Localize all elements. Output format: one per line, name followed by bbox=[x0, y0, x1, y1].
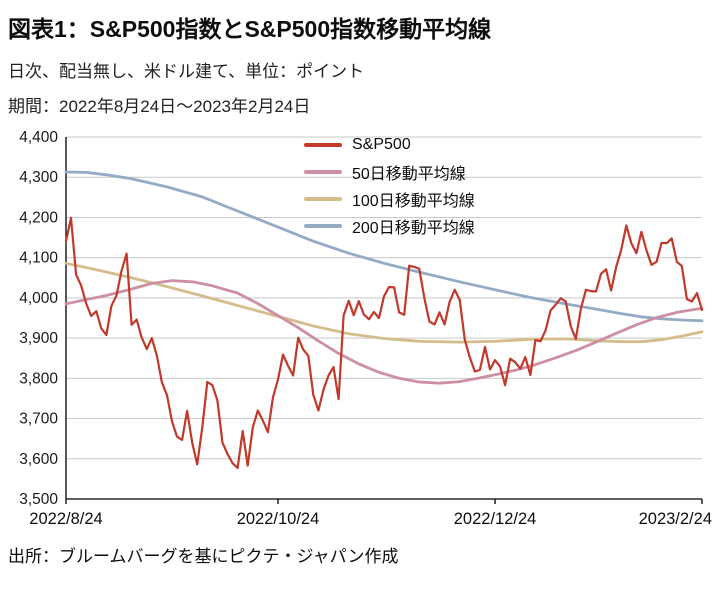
legend-item-ma100: 100日移動平均線 bbox=[304, 189, 475, 210]
page-title: 図表1：S&P500指数とS&P500指数移動平均線 bbox=[8, 16, 492, 42]
legend-item-sp500: S&P500 bbox=[304, 135, 475, 155]
legend-item-ma50: 50日移動平均線 bbox=[304, 162, 475, 183]
x-tick-label: 2023/2/24 bbox=[639, 510, 712, 528]
legend-line-swatch-ma100 bbox=[304, 197, 342, 201]
x-tick-label: 2022/10/24 bbox=[237, 510, 320, 528]
y-tick-label: 4,000 bbox=[19, 290, 58, 307]
ma50-line bbox=[64, 279, 704, 385]
chart-subtitle: 日次、配当無し、米ドル建て、単位：ポイント bbox=[8, 62, 365, 81]
y-tick-label: 3,600 bbox=[19, 451, 58, 468]
y-tick-label: 3,800 bbox=[19, 370, 58, 387]
chart-legend: S&P500 50日移動平均線 100日移動平均線 200日移動平均線 bbox=[304, 135, 475, 237]
legend-label: 50日移動平均線 bbox=[352, 166, 466, 183]
y-tick-label: 3,700 bbox=[19, 411, 58, 428]
chart-source: 出所：ブルームバーグを基にピクテ・ジャパン作成 bbox=[8, 547, 399, 566]
ma100-line bbox=[64, 261, 704, 344]
x-tick-label: 2022/8/24 bbox=[29, 510, 102, 528]
legend-label: 100日移動平均線 bbox=[352, 193, 475, 210]
sp500-line bbox=[64, 216, 704, 470]
legend-line-swatch-ma50 bbox=[304, 170, 342, 174]
chart-area: 3,500 3,600 3,700 3,800 3,900 4,000 4,100 4,200… bbox=[8, 127, 713, 532]
y-tick-label: 4,100 bbox=[19, 250, 58, 267]
y-tick-label: 4,200 bbox=[19, 209, 58, 226]
line-chart: 3,500 3,600 3,700 3,800 3,900 4,000 4,100 4,200… bbox=[19, 129, 712, 528]
y-tick-label: 3,500 bbox=[19, 491, 58, 508]
y-tick-label: 4,400 bbox=[19, 129, 58, 146]
y-tick-label: 4,300 bbox=[19, 169, 58, 186]
figure-panel: 図表1：S&P500指数とS&P500指数移動平均線 日次、配当無し、米ドル建て… bbox=[8, 16, 713, 566]
x-tick-label: 2022/12/24 bbox=[454, 510, 537, 528]
legend-line-swatch-ma200 bbox=[304, 224, 342, 228]
ma200-line bbox=[64, 170, 704, 323]
legend-label: 200日移動平均線 bbox=[352, 220, 475, 237]
legend-line-swatch-sp500 bbox=[304, 143, 342, 147]
legend-item-ma200: 200日移動平均線 bbox=[304, 216, 475, 237]
y-tick-label: 3,900 bbox=[19, 330, 58, 347]
chart-period: 期間：2022年8月24日～2023年2月24日 bbox=[8, 97, 311, 116]
legend-label: S&P500 bbox=[352, 136, 411, 153]
